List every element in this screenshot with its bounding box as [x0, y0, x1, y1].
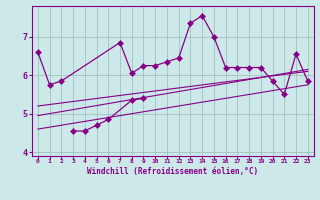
X-axis label: Windchill (Refroidissement éolien,°C): Windchill (Refroidissement éolien,°C): [87, 167, 258, 176]
